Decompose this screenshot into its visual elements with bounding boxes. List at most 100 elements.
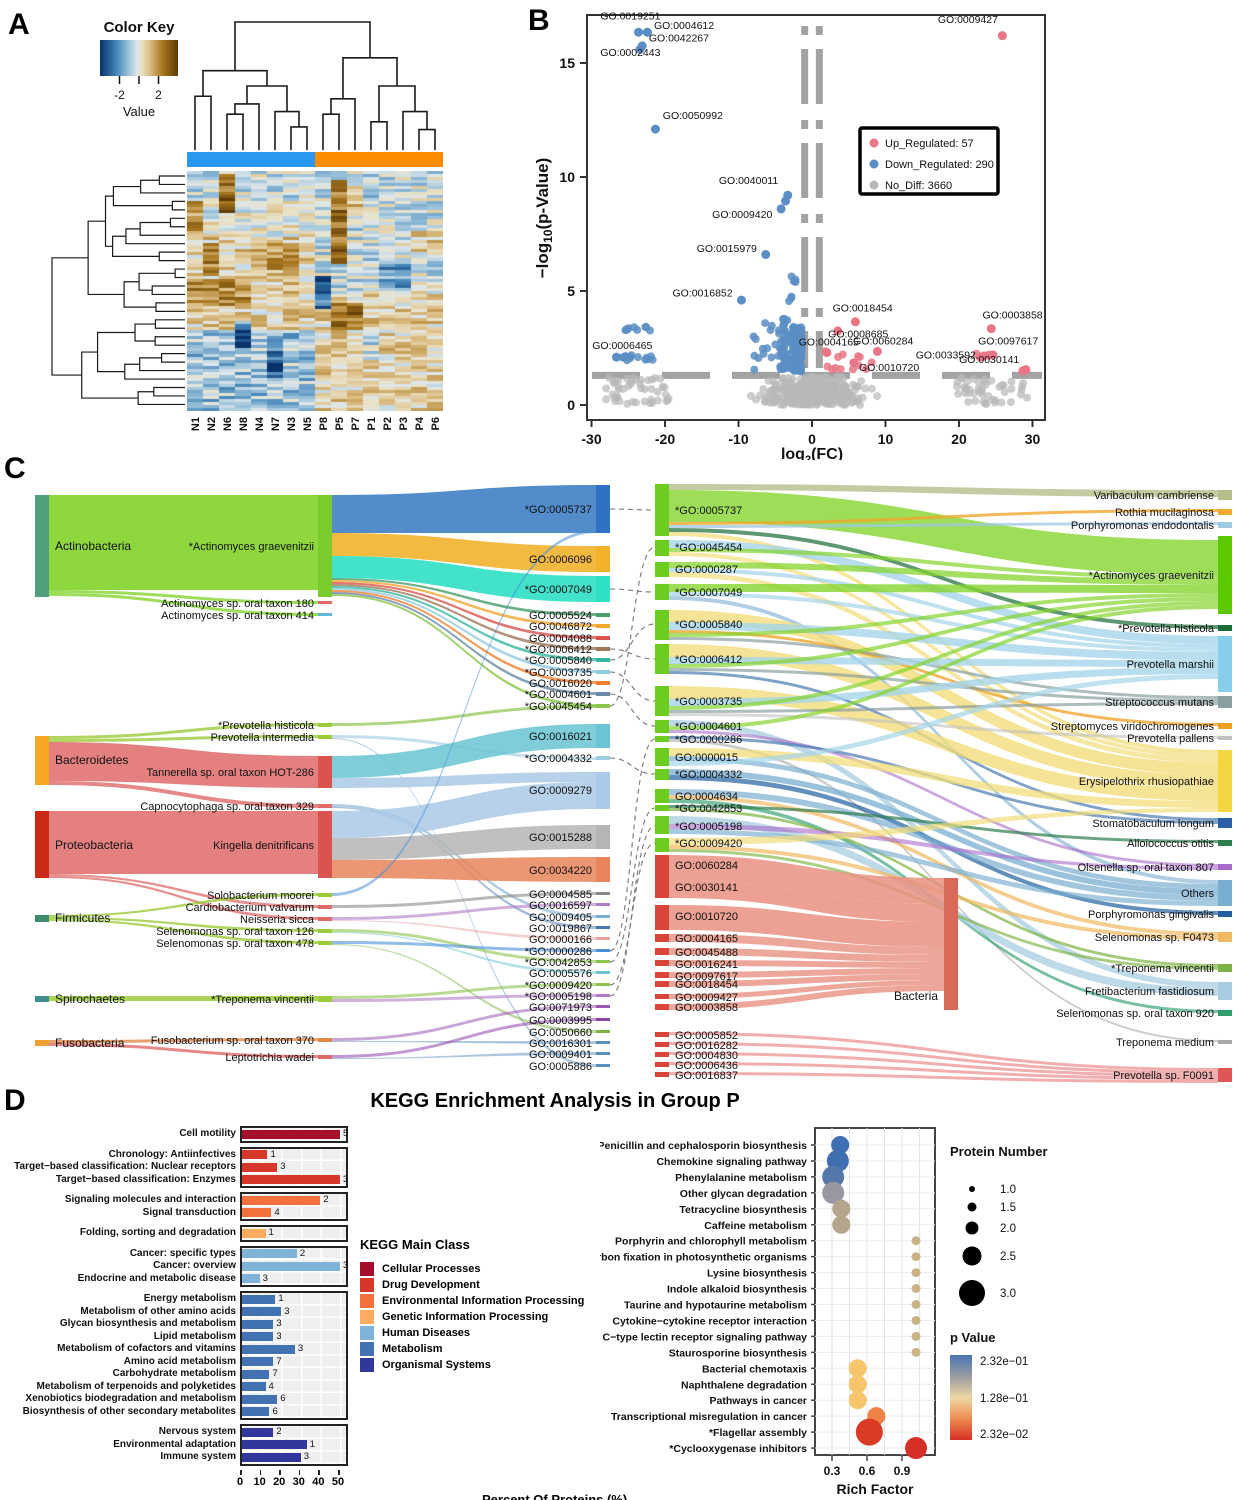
species-node: [318, 601, 332, 604]
go-node-left: [596, 647, 610, 651]
kegg-bar-row: Metabolism of cofactors and vitamins 3: [57, 1343, 346, 1356]
sankey-label: Kingella denitrificans: [213, 840, 314, 852]
volcano-point: [775, 329, 784, 338]
volcano-point: [852, 397, 861, 406]
x-tick-label: -20: [655, 431, 675, 447]
go-node-right: [655, 855, 669, 880]
heatmap-col-label: N4: [254, 416, 266, 431]
kegg-bar-value: 3: [262, 1272, 268, 1284]
kegg-bar-value: 2: [276, 1426, 282, 1437]
sankey-flow: [332, 892, 596, 908]
kegg-bar: [242, 1261, 340, 1271]
species-node: [318, 941, 332, 945]
go-node-right: [655, 948, 669, 955]
species-node-right: [1218, 522, 1232, 528]
sankey-connector: [609, 842, 656, 986]
volcano-point: [1019, 379, 1028, 388]
go-node-right: [655, 686, 669, 716]
sankey-flow: [669, 490, 1218, 575]
sankey-flow: [332, 556, 596, 602]
kegg-legend-swatch: [360, 1294, 374, 1308]
sankey-label: *Treponema vincentii: [211, 994, 314, 1006]
y-tick-label: 5: [567, 283, 575, 299]
sankey-label: *GO:0000286: [525, 946, 592, 958]
sankey-flow: [49, 1043, 318, 1058]
species-node-right: [1218, 736, 1232, 740]
sankey-flow: [669, 548, 1218, 579]
volcano-point: [1000, 388, 1009, 397]
kegg-bar-label: Metabolism of terpenoids and polyketides: [36, 1380, 236, 1392]
color-key-title: Color Key: [104, 19, 176, 36]
kegg-bar-row: Immune system 3: [160, 1451, 346, 1464]
kegg-legend-row: Cellular Processes: [360, 1261, 605, 1277]
volcano-point: [602, 395, 611, 404]
volcano-point: [848, 365, 857, 374]
volcano-point: [610, 393, 619, 402]
pathway-label: *Cyclooxygenase inhibitors: [669, 1443, 807, 1455]
go-term-label: GO:0040011: [719, 175, 779, 187]
sankey-diagram: Actinobacteria Bacteroidetes Proteobacteri…: [35, 484, 1232, 1083]
go-term-label: GO:0060284: [853, 336, 913, 348]
species-node-right: [1218, 864, 1232, 870]
kegg-bar-value: 3: [276, 1330, 282, 1342]
sankey-flow: [669, 605, 1218, 730]
volcano-point: [774, 384, 782, 393]
go-node-right: [655, 769, 669, 780]
color-key-tick: -2: [114, 88, 125, 102]
kegg-bar-value: 7: [272, 1368, 278, 1379]
volcano-point: [783, 354, 791, 363]
bacteria-node: [944, 878, 958, 1010]
sankey-label: Porphyromonas endodontalis: [1071, 520, 1215, 532]
y-axis-title: −log10(p-Value): [533, 158, 555, 279]
species-node: [318, 804, 332, 808]
kegg-bar-row: Carbohydrate metabolism 7: [113, 1368, 346, 1381]
volcano-point: [979, 397, 988, 406]
volcano-point-labeled: [642, 27, 652, 37]
kegg-bar-value: 3: [303, 1451, 310, 1462]
volcano-point-labeled: [849, 358, 859, 368]
volcano-point: [838, 382, 847, 391]
sankey-label: Leptotrichia wadei: [225, 1052, 314, 1064]
sankey-label: *Actinomyces graevenitzii: [189, 541, 314, 553]
sankey-flow: [669, 789, 1218, 901]
sankey-flow: [669, 702, 1218, 713]
go-node-left: [596, 704, 610, 708]
go-node-left: [596, 772, 610, 809]
species-node-right: [1218, 750, 1232, 812]
go-node-left: [596, 1041, 610, 1044]
sankey-flow: [669, 985, 944, 1010]
sankey-label: Rothia mucilaginosa: [1115, 507, 1215, 519]
volcano-point: [855, 353, 864, 361]
volcano-point: [991, 396, 1000, 405]
volcano-point: [788, 346, 797, 355]
pathway-label: Cytokine−cytokine receptor interaction: [612, 1315, 807, 1327]
kegg-bar-row: Folding, sorting and degradation 1: [80, 1227, 346, 1240]
kegg-bar-row: Energy metabolism 1: [144, 1293, 346, 1306]
sankey-flow: [332, 857, 596, 882]
bubble-point: [911, 1284, 921, 1294]
go-term-label: GO:0050992: [663, 110, 723, 122]
kegg-bar-row: Metabolism of other amino acids 3: [80, 1306, 346, 1319]
kegg-bar: [242, 1382, 266, 1391]
sankey-flow: [332, 1052, 596, 1059]
top-dendrogram: [194, 21, 436, 150]
kegg-bar-value: 4: [268, 1380, 274, 1392]
legend-dot: [869, 180, 879, 190]
x-axis-title: log2(FC): [781, 446, 843, 460]
go-node-right: [655, 1062, 669, 1067]
volcano-point: [964, 397, 973, 406]
sankey-flow: [669, 948, 944, 962]
sankey-label: GO:0097617: [675, 971, 738, 983]
go-term-label: GO:0008685: [828, 329, 888, 341]
size-legend-dot: [969, 1186, 975, 1192]
kegg-bar: [242, 1195, 321, 1205]
kegg-bar: [242, 1407, 270, 1416]
volcano-point-labeled: [986, 324, 996, 334]
species-node: [318, 929, 332, 933]
kegg-bar: [242, 1307, 282, 1316]
bubble-point: [911, 1347, 921, 1357]
kegg-bar-label: Folding, sorting and degradation: [79, 1227, 236, 1238]
sankey-flow: [669, 1042, 1218, 1074]
sankey-connector: [609, 588, 656, 593]
sankey-label: *GO:0005198: [675, 821, 742, 833]
